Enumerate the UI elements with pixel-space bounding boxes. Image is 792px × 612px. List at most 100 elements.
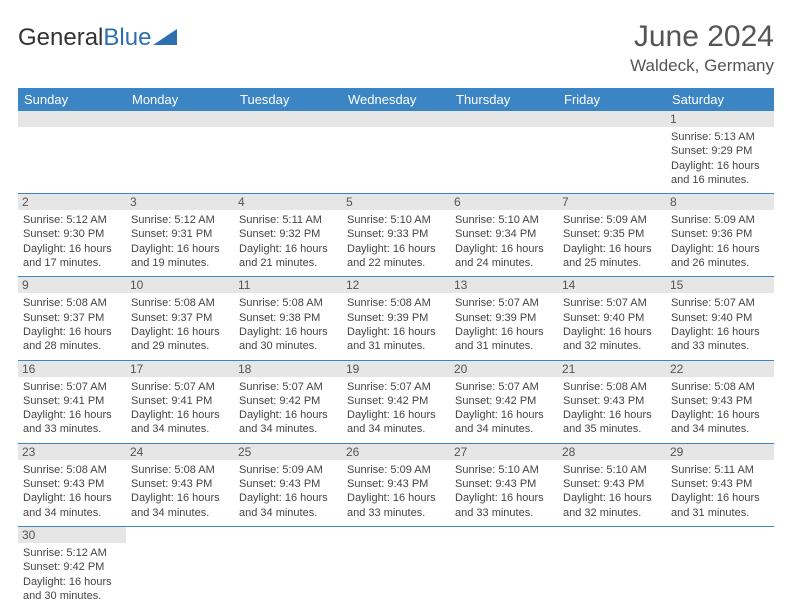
- daylight-line: Daylight: 16 hours: [131, 491, 229, 505]
- daylight-line: Daylight: 16 hours: [23, 242, 121, 256]
- calendar-cell: [126, 111, 234, 194]
- day-number: 9: [18, 277, 126, 293]
- day-number: 30: [18, 527, 126, 543]
- sunset-line: Sunset: 9:42 PM: [23, 560, 121, 574]
- calendar-cell: 26Sunrise: 5:09 AMSunset: 9:43 PMDayligh…: [342, 443, 450, 526]
- daylight-line: Daylight: 16 hours: [239, 325, 337, 339]
- day-number: 16: [18, 361, 126, 377]
- day-number: 24: [126, 444, 234, 460]
- daylight-line: and 31 minutes.: [455, 339, 553, 353]
- sunrise-line: Sunrise: 5:07 AM: [455, 380, 553, 394]
- sunrise-line: Sunrise: 5:09 AM: [671, 213, 769, 227]
- calendar-cell: 27Sunrise: 5:10 AMSunset: 9:43 PMDayligh…: [450, 443, 558, 526]
- sunrise-line: Sunrise: 5:08 AM: [671, 380, 769, 394]
- col-header: Wednesday: [342, 88, 450, 111]
- empty-daynum: [450, 111, 558, 127]
- empty-daynum: [558, 111, 666, 127]
- daylight-line: Daylight: 16 hours: [455, 242, 553, 256]
- daylight-line: and 17 minutes.: [23, 256, 121, 270]
- sunrise-line: Sunrise: 5:10 AM: [347, 213, 445, 227]
- calendar-week: 16Sunrise: 5:07 AMSunset: 9:41 PMDayligh…: [18, 360, 774, 443]
- calendar-cell: [666, 526, 774, 609]
- sunset-line: Sunset: 9:40 PM: [563, 311, 661, 325]
- daylight-line: Daylight: 16 hours: [671, 491, 769, 505]
- day-number: 10: [126, 277, 234, 293]
- sunrise-line: Sunrise: 5:11 AM: [239, 213, 337, 227]
- calendar-cell: 10Sunrise: 5:08 AMSunset: 9:37 PMDayligh…: [126, 277, 234, 360]
- calendar-week: 2Sunrise: 5:12 AMSunset: 9:30 PMDaylight…: [18, 194, 774, 277]
- daylight-line: Daylight: 16 hours: [131, 325, 229, 339]
- day-number: 3: [126, 194, 234, 210]
- daylight-line: Daylight: 16 hours: [347, 491, 445, 505]
- empty-daynum: [18, 111, 126, 127]
- daylight-line: Daylight: 16 hours: [563, 491, 661, 505]
- sunset-line: Sunset: 9:37 PM: [131, 311, 229, 325]
- daylight-line: Daylight: 16 hours: [23, 575, 121, 589]
- sunset-line: Sunset: 9:35 PM: [563, 227, 661, 241]
- calendar-week: 30 Sunrise: 5:12 AMSunset: 9:42 PMDayligh…: [18, 526, 774, 609]
- daylight-line: and 26 minutes.: [671, 256, 769, 270]
- daylight-line: Daylight: 16 hours: [563, 408, 661, 422]
- daylight-line: Daylight: 16 hours: [347, 242, 445, 256]
- calendar-cell: 28Sunrise: 5:10 AMSunset: 9:43 PMDayligh…: [558, 443, 666, 526]
- title-month: June 2024: [630, 20, 774, 54]
- sunrise-line: Sunrise: 5:11 AM: [671, 463, 769, 477]
- daylight-line: and 34 minutes.: [23, 506, 121, 520]
- daylight-line: Daylight: 16 hours: [23, 491, 121, 505]
- daylight-line: and 35 minutes.: [563, 422, 661, 436]
- day-number: 13: [450, 277, 558, 293]
- col-header: Sunday: [18, 88, 126, 111]
- day-number: 27: [450, 444, 558, 460]
- title-block: June 2024 Waldeck, Germany: [630, 20, 774, 76]
- calendar-table: SundayMondayTuesdayWednesdayThursdayFrid…: [18, 88, 774, 609]
- calendar-cell: 15Sunrise: 5:07 AMSunset: 9:40 PMDayligh…: [666, 277, 774, 360]
- calendar-body: 1Sunrise: 5:13 AMSunset: 9:29 PMDaylight…: [18, 111, 774, 609]
- calendar-cell: [234, 526, 342, 609]
- sunset-line: Sunset: 9:43 PM: [23, 477, 121, 491]
- day-number: 15: [666, 277, 774, 293]
- calendar-cell: 2Sunrise: 5:12 AMSunset: 9:30 PMDaylight…: [18, 194, 126, 277]
- daylight-line: and 34 minutes.: [131, 422, 229, 436]
- daylight-line: and 32 minutes.: [563, 339, 661, 353]
- sunrise-line: Sunrise: 5:07 AM: [23, 380, 121, 394]
- sunset-line: Sunset: 9:36 PM: [671, 227, 769, 241]
- calendar-cell: 7Sunrise: 5:09 AMSunset: 9:35 PMDaylight…: [558, 194, 666, 277]
- day-number: 4: [234, 194, 342, 210]
- sunset-line: Sunset: 9:43 PM: [347, 477, 445, 491]
- daylight-line: and 19 minutes.: [131, 256, 229, 270]
- sunrise-line: Sunrise: 5:12 AM: [23, 546, 121, 560]
- sunrise-line: Sunrise: 5:08 AM: [23, 463, 121, 477]
- day-number: 20: [450, 361, 558, 377]
- daylight-line: Daylight: 16 hours: [239, 408, 337, 422]
- sunset-line: Sunset: 9:42 PM: [347, 394, 445, 408]
- day-number: 12: [342, 277, 450, 293]
- calendar-cell: 18Sunrise: 5:07 AMSunset: 9:42 PMDayligh…: [234, 360, 342, 443]
- calendar-cell: [126, 526, 234, 609]
- sunrise-line: Sunrise: 5:10 AM: [563, 463, 661, 477]
- calendar-cell: 6Sunrise: 5:10 AMSunset: 9:34 PMDaylight…: [450, 194, 558, 277]
- sunrise-line: Sunrise: 5:07 AM: [455, 296, 553, 310]
- day-number: 2: [18, 194, 126, 210]
- daylight-line: Daylight: 16 hours: [23, 325, 121, 339]
- logo-triangle-icon: [153, 27, 179, 47]
- daylight-line: and 33 minutes.: [23, 422, 121, 436]
- sunrise-line: Sunrise: 5:10 AM: [455, 463, 553, 477]
- calendar-cell: [234, 111, 342, 194]
- day-number: 21: [558, 361, 666, 377]
- daylight-line: and 34 minutes.: [239, 422, 337, 436]
- daylight-line: Daylight: 16 hours: [671, 325, 769, 339]
- daylight-line: and 24 minutes.: [455, 256, 553, 270]
- daylight-line: Daylight: 16 hours: [563, 325, 661, 339]
- calendar-cell: [342, 526, 450, 609]
- empty-daynum: [126, 111, 234, 127]
- sunrise-line: Sunrise: 5:07 AM: [131, 380, 229, 394]
- day-number: 25: [234, 444, 342, 460]
- sunrise-line: Sunrise: 5:12 AM: [23, 213, 121, 227]
- sunset-line: Sunset: 9:43 PM: [455, 477, 553, 491]
- daylight-line: and 33 minutes.: [347, 506, 445, 520]
- daylight-line: and 33 minutes.: [455, 506, 553, 520]
- logo-text-2: Blue: [103, 24, 151, 52]
- sunset-line: Sunset: 9:37 PM: [23, 311, 121, 325]
- day-number: 1: [666, 111, 774, 127]
- daylight-line: Daylight: 16 hours: [455, 325, 553, 339]
